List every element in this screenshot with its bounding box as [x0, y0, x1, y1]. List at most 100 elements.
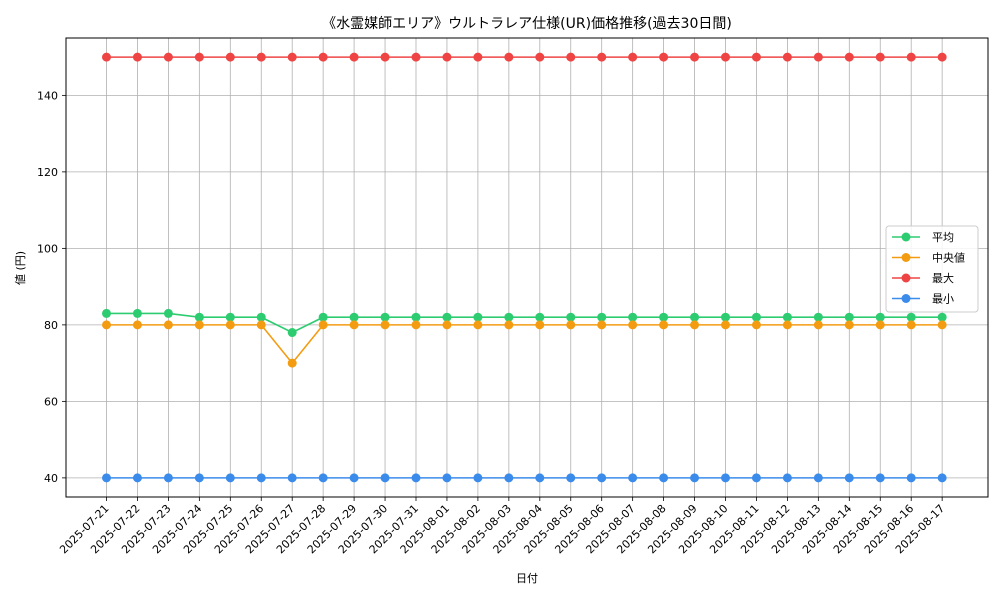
y-tick-label: 100 — [37, 242, 58, 255]
y-tick-label: 140 — [37, 89, 58, 102]
legend-label: 最大 — [932, 271, 954, 285]
data-point — [566, 52, 576, 62]
data-point — [380, 320, 390, 330]
data-point — [504, 473, 514, 483]
data-point — [906, 473, 916, 483]
axis-layer: 2025-07-212025-07-222025-07-232025-07-24… — [37, 89, 947, 556]
data-point — [690, 52, 700, 62]
data-point — [318, 473, 328, 483]
data-point — [380, 473, 390, 483]
plot-frame — [65, 37, 989, 498]
data-point — [844, 312, 854, 322]
data-point — [690, 312, 700, 322]
data-point — [442, 320, 452, 330]
data-point — [628, 320, 638, 330]
data-point — [287, 328, 297, 338]
data-point — [349, 52, 359, 62]
data-point — [256, 473, 266, 483]
data-point — [628, 473, 638, 483]
data-point — [318, 320, 328, 330]
data-point — [906, 52, 916, 62]
data-point — [813, 320, 823, 330]
legend-box — [885, 225, 979, 313]
data-point — [132, 473, 142, 483]
data-point — [473, 52, 483, 62]
data-point — [597, 473, 607, 483]
data-point — [782, 473, 792, 483]
data-point — [287, 358, 297, 368]
y-tick-label: 40 — [44, 472, 58, 485]
data-point — [411, 473, 421, 483]
series-line — [106, 324, 943, 365]
data-point — [225, 320, 235, 330]
data-point — [473, 312, 483, 322]
data-point — [535, 473, 545, 483]
data-point — [566, 320, 576, 330]
data-point — [844, 473, 854, 483]
data-point — [597, 52, 607, 62]
data-point — [535, 320, 545, 330]
legend-marker — [901, 273, 911, 283]
data-point — [875, 312, 885, 322]
data-point — [721, 320, 730, 330]
data-point — [473, 320, 483, 330]
data-point — [102, 473, 111, 483]
data-point — [690, 473, 700, 483]
data-point — [844, 320, 854, 330]
data-point — [194, 312, 204, 322]
data-point — [411, 320, 421, 330]
data-point — [597, 312, 607, 322]
data-point — [256, 312, 266, 322]
data-point — [875, 320, 885, 330]
data-point — [194, 473, 204, 483]
data-point — [937, 312, 947, 322]
data-point — [504, 320, 514, 330]
data-point — [411, 312, 421, 322]
data-point — [721, 312, 730, 322]
data-point — [875, 473, 885, 483]
data-point — [813, 52, 823, 62]
legend-label: 最小 — [932, 293, 954, 306]
data-point — [225, 52, 235, 62]
data-point — [535, 312, 545, 322]
data-point — [225, 473, 235, 483]
data-point — [194, 52, 204, 62]
data-point — [566, 473, 576, 483]
data-point — [256, 320, 266, 330]
data-point — [132, 308, 142, 318]
x-axis-label: 日付 — [516, 572, 538, 585]
grid-layer — [66, 38, 988, 497]
data-point — [659, 52, 669, 62]
chart-title: 《水霊媒師エリア》ウルトラレア仕様(UR)価格推移(過去30日間) — [322, 16, 732, 32]
data-point — [380, 52, 390, 62]
data-point — [751, 320, 761, 330]
legend-marker — [901, 232, 911, 242]
data-point — [628, 52, 638, 62]
data-point — [287, 473, 297, 483]
data-point — [380, 312, 390, 322]
data-point — [751, 473, 761, 483]
data-point — [411, 52, 421, 62]
data-point — [751, 312, 761, 322]
data-point — [318, 312, 328, 322]
data-point — [163, 308, 173, 318]
data-point — [225, 312, 235, 322]
data-point — [349, 320, 359, 330]
data-point — [782, 320, 792, 330]
data-point — [566, 312, 576, 322]
data-point — [256, 52, 266, 62]
data-point — [937, 473, 947, 483]
data-point — [906, 312, 916, 322]
data-point — [782, 52, 792, 62]
data-point — [875, 52, 885, 62]
data-point — [906, 320, 916, 330]
legend-label: 平均 — [932, 231, 954, 244]
data-point — [194, 320, 204, 330]
y-axis-label: 値 (円) — [14, 251, 27, 285]
y-tick-label: 80 — [44, 319, 58, 332]
data-point — [782, 312, 792, 322]
data-point — [597, 320, 607, 330]
data-point — [318, 52, 328, 62]
